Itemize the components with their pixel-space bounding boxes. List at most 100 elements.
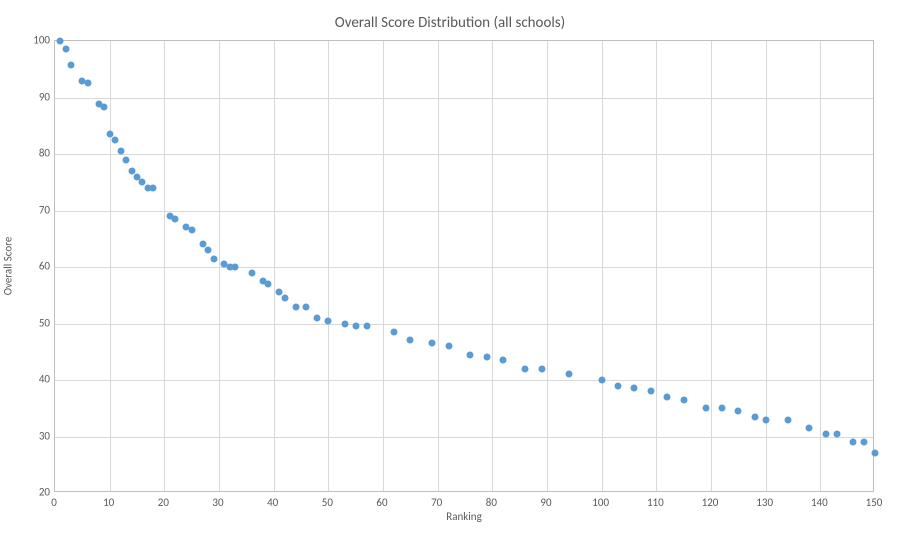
- y-tick-label: 100: [30, 34, 50, 47]
- grid-line-vertical: [602, 41, 603, 491]
- data-point: [84, 80, 91, 87]
- y-tick-label: 70: [30, 203, 50, 216]
- data-point: [117, 148, 124, 155]
- x-tick-label: 30: [212, 496, 223, 509]
- data-point: [123, 156, 130, 163]
- x-tick-label: 100: [592, 496, 609, 509]
- data-point: [112, 136, 119, 143]
- data-point: [702, 405, 709, 412]
- data-point: [850, 439, 857, 446]
- y-tick-label: 40: [30, 373, 50, 386]
- grid-line-vertical: [274, 41, 275, 491]
- data-point: [281, 295, 288, 302]
- x-tick-label: 80: [486, 496, 497, 509]
- data-point: [341, 320, 348, 327]
- data-point: [872, 450, 879, 457]
- y-tick-label: 90: [30, 90, 50, 103]
- grid-line-vertical: [656, 41, 657, 491]
- data-point: [861, 439, 868, 446]
- x-tick-label: 150: [866, 496, 883, 509]
- data-point: [205, 247, 212, 254]
- grid-line-vertical: [383, 41, 384, 491]
- data-point: [565, 371, 572, 378]
- data-point: [292, 303, 299, 310]
- grid-line-vertical: [219, 41, 220, 491]
- x-tick-label: 90: [540, 496, 551, 509]
- grid-line-vertical: [492, 41, 493, 491]
- grid-line-horizontal: [55, 267, 873, 268]
- x-tick-label: 130: [756, 496, 773, 509]
- x-axis-label: Ranking: [446, 510, 482, 523]
- data-point: [390, 328, 397, 335]
- grid-line-vertical: [328, 41, 329, 491]
- data-point: [598, 377, 605, 384]
- data-point: [806, 425, 813, 432]
- grid-line-vertical: [711, 41, 712, 491]
- chart-container: Overall Score Distribution (all schools)…: [0, 0, 900, 542]
- data-point: [68, 61, 75, 68]
- data-point: [822, 430, 829, 437]
- x-tick-label: 40: [267, 496, 278, 509]
- data-point: [664, 393, 671, 400]
- grid-line-horizontal: [55, 154, 873, 155]
- data-point: [784, 416, 791, 423]
- data-point: [62, 46, 69, 53]
- data-point: [522, 365, 529, 372]
- data-point: [150, 184, 157, 191]
- data-point: [647, 388, 654, 395]
- grid-line-vertical: [766, 41, 767, 491]
- grid-line-horizontal: [55, 437, 873, 438]
- y-tick-label: 30: [30, 429, 50, 442]
- chart-title: Overall Score Distribution (all schools): [0, 14, 900, 32]
- data-point: [735, 408, 742, 415]
- grid-line-vertical: [547, 41, 548, 491]
- data-point: [265, 280, 272, 287]
- x-tick-label: 10: [103, 496, 114, 509]
- grid-line-vertical: [164, 41, 165, 491]
- x-tick-label: 0: [51, 496, 57, 509]
- data-point: [483, 354, 490, 361]
- data-point: [352, 323, 359, 330]
- x-tick-label: 50: [322, 496, 333, 509]
- x-tick-label: 70: [431, 496, 442, 509]
- y-tick-label: 50: [30, 316, 50, 329]
- data-point: [500, 357, 507, 364]
- data-point: [631, 385, 638, 392]
- plot-area: [54, 40, 874, 492]
- grid-line-horizontal: [55, 380, 873, 381]
- data-point: [407, 337, 414, 344]
- data-point: [363, 323, 370, 330]
- data-point: [680, 396, 687, 403]
- data-point: [172, 215, 179, 222]
- grid-line-horizontal: [55, 98, 873, 99]
- data-point: [303, 303, 310, 310]
- data-point: [538, 365, 545, 372]
- data-point: [429, 340, 436, 347]
- data-point: [615, 382, 622, 389]
- grid-line-vertical: [110, 41, 111, 491]
- data-point: [718, 405, 725, 412]
- grid-line-vertical: [438, 41, 439, 491]
- y-tick-label: 20: [30, 486, 50, 499]
- data-point: [210, 255, 217, 262]
- data-point: [248, 269, 255, 276]
- grid-line-horizontal: [55, 324, 873, 325]
- x-tick-label: 140: [811, 496, 828, 509]
- x-tick-label: 60: [376, 496, 387, 509]
- data-point: [467, 351, 474, 358]
- data-point: [833, 430, 840, 437]
- y-axis-label: Overall Score: [2, 237, 15, 296]
- data-point: [101, 104, 108, 111]
- data-point: [325, 317, 332, 324]
- grid-line-horizontal: [55, 211, 873, 212]
- x-tick-label: 110: [647, 496, 664, 509]
- data-point: [232, 264, 239, 271]
- y-tick-label: 60: [30, 260, 50, 273]
- data-point: [445, 343, 452, 350]
- data-point: [57, 38, 64, 45]
- data-point: [188, 227, 195, 234]
- x-tick-label: 20: [158, 496, 169, 509]
- data-point: [762, 416, 769, 423]
- y-tick-label: 80: [30, 147, 50, 160]
- data-point: [751, 413, 758, 420]
